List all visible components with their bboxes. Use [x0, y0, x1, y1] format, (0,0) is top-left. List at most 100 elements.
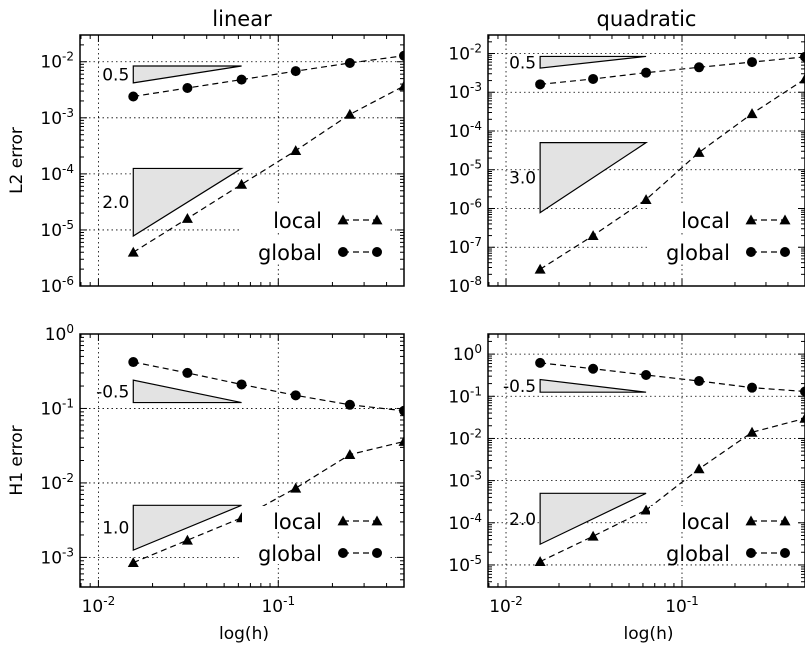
legend-global-point-1	[746, 247, 756, 257]
legend-label-global: global	[258, 542, 322, 566]
y-tick-label-3: 10-4	[40, 162, 74, 185]
chart-title: quadratic	[597, 7, 697, 31]
series-global-point-2	[182, 83, 193, 94]
plot-frame	[487, 34, 805, 287]
slope-triangle-1	[132, 379, 242, 404]
slope-triangle-2	[539, 142, 649, 214]
slope-label-1: 0.5	[102, 65, 129, 85]
series-global-point-3	[236, 379, 247, 390]
legend: local global	[650, 205, 797, 265]
series-local-point-1	[127, 557, 139, 568]
y-tick-label-4: 10-3	[40, 106, 74, 129]
legend-label-local: local	[681, 209, 730, 233]
series-local	[534, 412, 805, 567]
y-tick-label-4: 100	[45, 322, 74, 345]
series-local-point-5	[746, 426, 758, 437]
legend-background	[242, 237, 389, 263]
series-local-point-5	[746, 108, 758, 119]
series-global	[128, 357, 404, 416]
series-global-point-3	[236, 74, 247, 85]
chart-title: linear	[212, 7, 272, 31]
series-global-point-2	[588, 73, 599, 84]
legend-local-point-2	[371, 214, 383, 225]
y-tick-label-6: 100	[453, 342, 482, 365]
slope-triangle-2	[132, 167, 244, 238]
series-global-point-1	[535, 357, 546, 368]
series-global-point-2	[182, 367, 193, 378]
series-global-point-6	[800, 386, 805, 397]
series-local-point-3	[640, 504, 652, 515]
series-global-point-5	[344, 399, 355, 410]
series-local	[127, 80, 404, 257]
y-tick-label-1: 10-5	[448, 553, 482, 576]
series-local-point-5	[344, 108, 356, 119]
series-global-point-5	[747, 57, 758, 68]
legend-background	[650, 538, 797, 564]
slope-triangles: 0.5 2.0	[102, 65, 244, 238]
legend-local-point-2	[779, 214, 791, 225]
y-axis-label: H1 error	[7, 425, 27, 495]
series-global-line	[540, 56, 805, 85]
series-local-point-6	[398, 80, 404, 91]
slope-triangles: -0.5 1.0	[96, 379, 242, 552]
series-local-point-5	[344, 449, 356, 460]
series-local	[127, 435, 404, 568]
x-tick-label-1: 10-2	[82, 594, 116, 617]
legend-label-local: local	[273, 209, 322, 233]
series-global-point-4	[290, 390, 301, 401]
series-local-line	[133, 440, 404, 564]
y-axis-label: L2 error	[7, 127, 27, 194]
series-global-point-5	[747, 382, 758, 393]
legend-global-point-2	[372, 247, 382, 257]
slope-triangle-2	[539, 492, 647, 546]
y-tick-label-7: 10-2	[448, 41, 482, 64]
y-tick-label-1: 10-6	[40, 274, 74, 297]
legend-global-point-1	[338, 247, 348, 257]
y-tick-label-3: 10-3	[448, 469, 482, 492]
y-tick-label-1: 10-3	[40, 545, 74, 568]
slope-triangle-1	[132, 65, 242, 84]
x-tick-label-2: 10-1	[261, 594, 295, 617]
legend-background	[650, 506, 797, 532]
series-local	[534, 73, 805, 274]
panel-4: -0.5 2.0 10-5 10-4 10-3 10-2 10-1 100 10-2 10-1 lo…	[448, 333, 805, 644]
y-tick-label-4: 10-5	[448, 158, 482, 181]
series-local-point-3	[236, 178, 248, 189]
slope-label-1: 0.5	[509, 53, 536, 73]
legend-local-point-1	[745, 515, 757, 526]
series-local-point-2	[587, 230, 599, 240]
legend-local-point-1	[745, 214, 757, 225]
legend-label-global: global	[666, 542, 730, 566]
series-local-point-2	[181, 212, 193, 223]
x-tick-label-1: 10-2	[489, 594, 523, 617]
panel-2: 0.5 3.0 10-8 10-7 10-6 10-5 10-4 10-3 10-2 quadra…	[448, 7, 805, 297]
y-tick-label-2: 10-7	[448, 235, 482, 258]
plot-frame	[79, 333, 405, 588]
series-global-point-1	[535, 79, 546, 90]
series-local-point-2	[181, 534, 193, 545]
series-global-point-2	[588, 363, 599, 374]
series-global-line	[133, 361, 404, 412]
series-global-point-4	[694, 62, 705, 73]
series-global	[535, 51, 805, 90]
series-local-point-2	[587, 530, 599, 541]
panel-3: -0.5 1.0 10-3 10-2 10-1 100 10-2 10-1 log(h) H1 e…	[7, 322, 405, 644]
series-global-point-6	[800, 51, 805, 62]
slope-label-2: 1.0	[102, 519, 129, 539]
legend-global-point-2	[780, 247, 790, 257]
series-global-point-4	[694, 376, 705, 387]
legend-local-point-2	[371, 515, 383, 526]
legend-background	[650, 205, 797, 231]
slope-label-2: 2.0	[102, 193, 129, 213]
y-tick-label-5: 10-4	[448, 119, 482, 142]
series-local-line	[539, 417, 805, 563]
series-local-point-6	[799, 73, 805, 84]
series-global-point-5	[344, 57, 355, 68]
slope-triangle-1	[539, 378, 647, 393]
series-local-point-3	[640, 194, 652, 204]
slope-label-2: 3.0	[509, 169, 536, 189]
y-tick-label-2: 10-5	[40, 218, 74, 241]
legend-label-global: global	[666, 241, 730, 265]
slope-triangle-1	[539, 55, 647, 69]
series-local-point-1	[127, 246, 139, 257]
